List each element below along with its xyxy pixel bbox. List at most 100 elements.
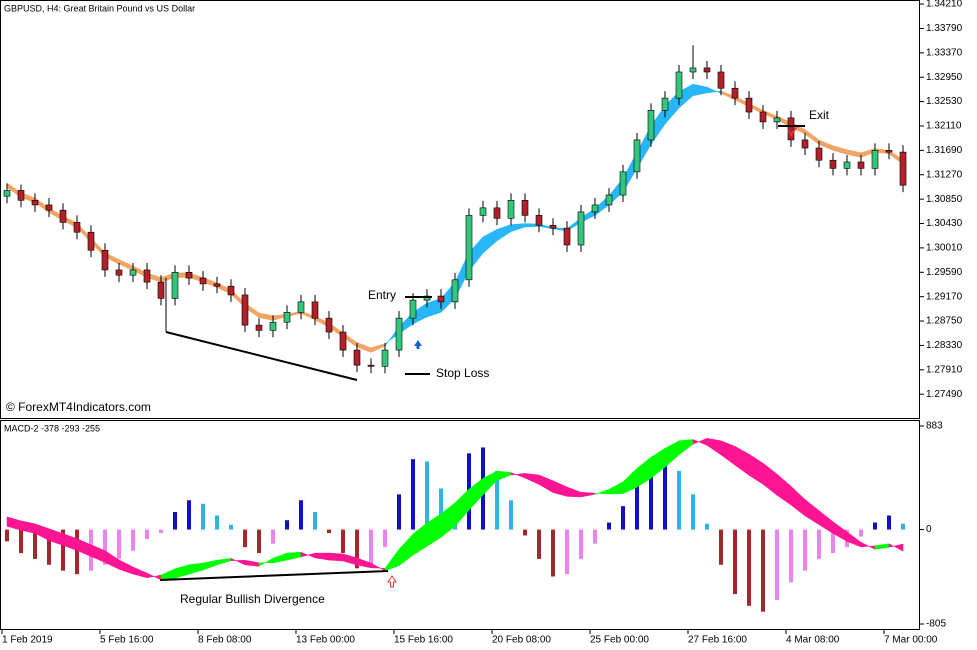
candle-body <box>171 271 179 299</box>
stop-loss-label: Stop Loss <box>436 366 489 380</box>
candle-body <box>395 317 403 351</box>
x-tick-label: 4 Mar 08:00 <box>786 635 840 646</box>
x-tick-label: 8 Feb 08:00 <box>198 635 252 646</box>
candle-body <box>227 285 235 296</box>
candle-body <box>759 111 767 123</box>
macd-frame <box>0 420 920 630</box>
candle-body <box>283 312 291 323</box>
price-divergence-line <box>165 331 358 381</box>
histogram-bar <box>663 459 667 530</box>
candle-body <box>871 150 879 169</box>
candle-body <box>899 151 907 186</box>
histogram-bar <box>313 511 317 530</box>
histogram-bar <box>257 529 261 554</box>
candle-body <box>703 67 711 73</box>
y-tick-label: 1.32950 <box>926 72 963 83</box>
histogram-bar <box>649 465 653 530</box>
candle-body <box>829 159 837 169</box>
histogram-bar <box>747 529 751 606</box>
x-tick-label: 13 Feb 00:00 <box>296 635 355 646</box>
y-tick-label: 1.28330 <box>926 340 963 351</box>
candle-body <box>549 224 557 229</box>
y-tick-label: 1.33790 <box>926 23 963 34</box>
candle-body <box>339 331 347 351</box>
candle-body <box>563 227 571 246</box>
candle-body <box>185 271 193 279</box>
histogram-bar <box>299 500 303 530</box>
y-tick-label: 0 <box>926 524 932 535</box>
x-tick-label: 1 Feb 2019 <box>2 635 53 646</box>
histogram-bar <box>775 529 779 600</box>
histogram-bar <box>397 494 401 530</box>
candle-body <box>255 324 263 331</box>
histogram-bar <box>285 520 289 530</box>
candle-body <box>129 269 137 276</box>
y-tick-label: 1.28750 <box>926 316 963 327</box>
histogram-bar <box>47 529 51 565</box>
histogram-bar <box>565 529 569 575</box>
candle-body <box>857 161 865 169</box>
candle-body <box>45 204 53 211</box>
candle-body <box>311 301 319 319</box>
candle-body <box>619 171 627 196</box>
histogram-bar <box>621 506 625 530</box>
candle-body <box>591 204 599 213</box>
histogram-bar <box>551 529 555 577</box>
histogram-bar <box>705 523 709 530</box>
candle-body <box>689 67 697 73</box>
candle-body <box>787 117 795 141</box>
divergence-label: Regular Bullish Divergence <box>180 592 325 606</box>
signal-band-segment <box>888 543 904 552</box>
candle-body <box>115 269 123 276</box>
exit-label: Exit <box>809 108 830 122</box>
histogram-bar <box>887 515 891 530</box>
candle-body <box>213 283 221 287</box>
histogram-bar <box>901 523 905 530</box>
candle-body <box>157 281 165 299</box>
macd-divergence-line <box>159 570 389 581</box>
candle-body <box>59 209 67 223</box>
candle-body <box>101 249 109 271</box>
histogram-bar <box>369 529 373 565</box>
candle-body <box>493 207 501 219</box>
y-tick-label: -805 <box>926 619 946 630</box>
candle-body <box>815 147 823 161</box>
y-tick-label: 1.34210 <box>926 0 963 10</box>
y-tick-label: 1.27490 <box>926 389 963 400</box>
divergence-arrow <box>387 575 397 588</box>
candle-body <box>773 117 781 123</box>
histogram-bar <box>593 529 597 544</box>
histogram-bar <box>859 529 863 537</box>
signal-band-segment <box>328 552 344 562</box>
histogram-bar <box>733 529 737 595</box>
candle-body <box>353 349 361 366</box>
candle-body <box>465 215 473 281</box>
histogram-bar <box>761 529 765 612</box>
y-tick-label: 1.32530 <box>926 96 963 107</box>
candle-body <box>647 110 655 141</box>
y-tick-label: 1.31690 <box>926 145 963 156</box>
candle-body <box>297 301 305 313</box>
plot-layer <box>3 45 907 612</box>
histogram-bar <box>523 529 527 536</box>
candle-body <box>73 222 81 233</box>
histogram-bar <box>495 470 499 530</box>
candle-body <box>3 190 11 197</box>
entry-label: Entry <box>368 288 396 302</box>
x-tick-label: 15 Feb 16:00 <box>394 635 453 646</box>
candle-body <box>31 199 39 206</box>
candle-body <box>521 199 529 216</box>
histogram-bar <box>425 461 429 530</box>
candle-body <box>437 295 445 303</box>
candle-body <box>87 231 95 251</box>
histogram-bar <box>103 529 107 565</box>
candle-body <box>269 321 277 331</box>
histogram-bar <box>579 529 583 559</box>
histogram-bar <box>607 522 611 530</box>
histogram-bar <box>803 529 807 571</box>
histogram-bar <box>383 529 387 548</box>
candle-body <box>17 190 25 201</box>
histogram-bar <box>635 482 639 530</box>
candle-body <box>367 364 375 367</box>
